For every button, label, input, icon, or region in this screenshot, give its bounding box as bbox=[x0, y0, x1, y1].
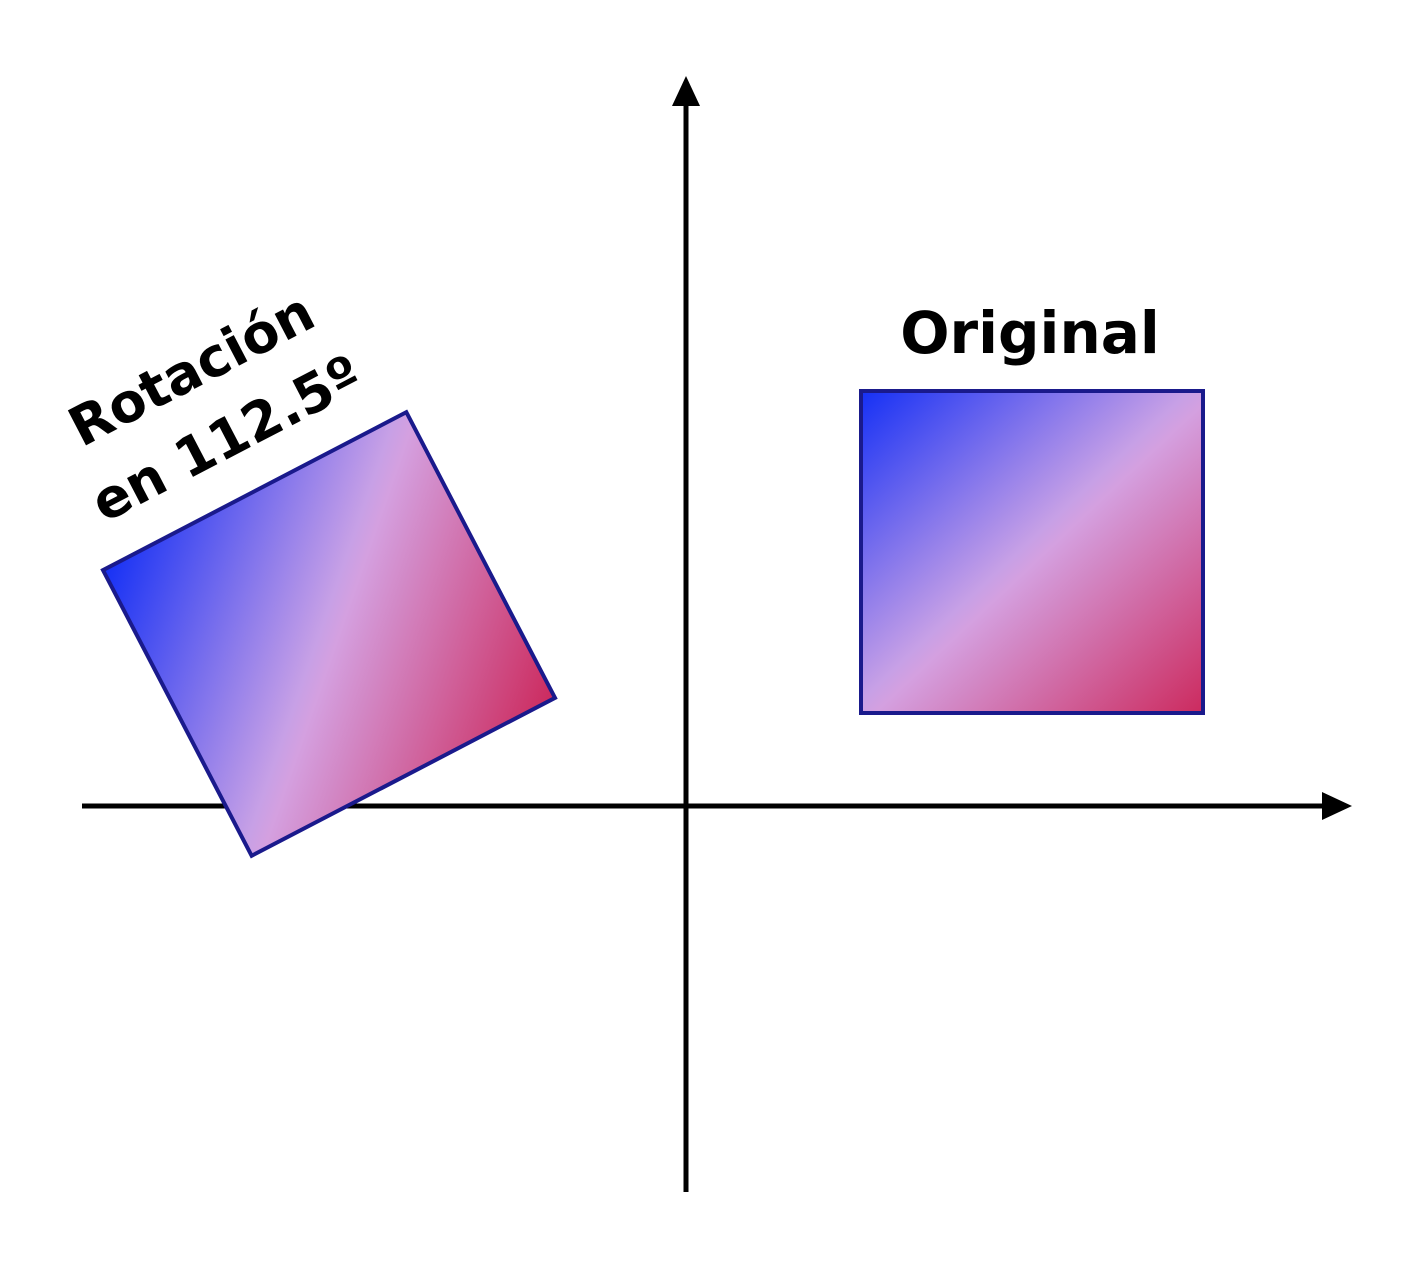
original-label: Original bbox=[900, 299, 1160, 367]
original-square bbox=[859, 389, 1205, 715]
x-axis-arrowhead bbox=[1322, 792, 1352, 820]
y-axis-arrowhead bbox=[672, 76, 700, 106]
rotated-square bbox=[100, 409, 558, 859]
